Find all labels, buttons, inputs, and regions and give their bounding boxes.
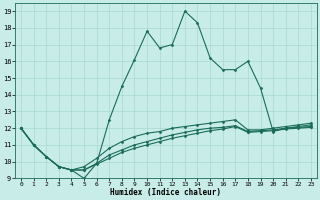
X-axis label: Humidex (Indice chaleur): Humidex (Indice chaleur) — [110, 188, 221, 197]
